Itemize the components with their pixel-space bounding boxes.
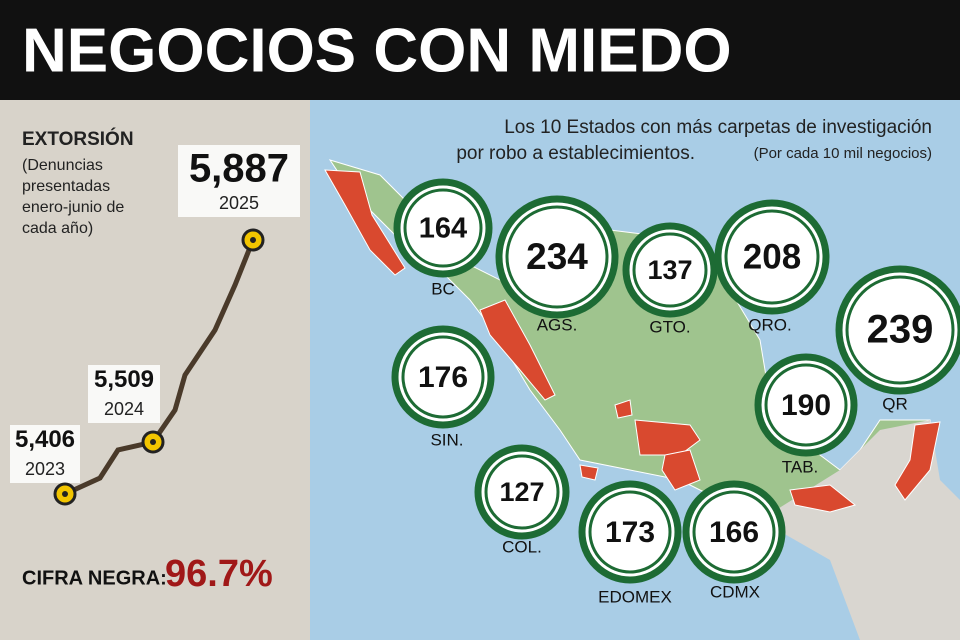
bubble-inner [403, 188, 483, 268]
point-year: 2025 [219, 193, 259, 213]
state-label: GTO. [649, 317, 690, 336]
value-box [10, 425, 80, 483]
point-value: 5,887 [189, 147, 289, 191]
bubble-inner [401, 335, 485, 419]
state-label: TAB. [782, 457, 819, 476]
map-subtitle: por robo a establecimientos. [456, 143, 695, 164]
bubble-inner [505, 205, 609, 309]
crack [63, 239, 256, 497]
dark-figure-value: 96.7% [165, 553, 273, 595]
highlighted-states [324, 169, 941, 513]
point-year: 2024 [104, 399, 144, 419]
state-label: COL. [502, 537, 542, 556]
bubble-inner [845, 275, 955, 385]
state-label: QRO. [748, 315, 791, 334]
bubble-inner [484, 454, 560, 530]
state-label: EDOMEX [598, 587, 672, 606]
state-value: 239 [867, 308, 934, 352]
header-band [0, 0, 960, 100]
state-label: AGS. [537, 315, 578, 334]
state-label: BC [431, 279, 455, 298]
state-value: 137 [647, 255, 692, 285]
bubble-inner [632, 232, 708, 308]
bubble-inner [588, 490, 672, 574]
state-value: 173 [605, 516, 655, 549]
bullet-center [250, 237, 256, 243]
state-value: 127 [499, 477, 544, 507]
state-value: 208 [743, 237, 801, 276]
state-value: 190 [781, 389, 831, 422]
section-title: EXTORSIÓN [22, 128, 134, 150]
bubble-inner [692, 490, 776, 574]
title: NEGOCIOS CON MIEDO [22, 16, 732, 85]
state-label: SIN. [430, 430, 463, 449]
state-label: QR [882, 394, 908, 413]
state-value: 166 [709, 516, 759, 549]
bubble-inner [724, 209, 820, 305]
point-value: 5,509 [94, 366, 154, 393]
map-title: Los 10 Estados con más carpetas de inves… [504, 117, 932, 138]
dark-figure-label: CIFRA NEGRA: [22, 567, 167, 589]
bubble-inner [764, 363, 848, 447]
value-box [88, 365, 160, 423]
point-year: 2023 [25, 459, 65, 479]
map-note: (Por cada 10 mil negocios) [754, 145, 932, 162]
bullet-center [150, 439, 156, 445]
note: (Denuncias presentadas enero-junio de ca… [22, 157, 125, 237]
bullet-center [62, 491, 68, 497]
state-label: CDMX [710, 582, 760, 601]
value-box [178, 145, 300, 217]
point-value: 5,406 [15, 426, 75, 453]
state-value: 176 [418, 361, 468, 394]
state-value: 234 [526, 236, 588, 277]
state-value: 164 [419, 213, 467, 245]
